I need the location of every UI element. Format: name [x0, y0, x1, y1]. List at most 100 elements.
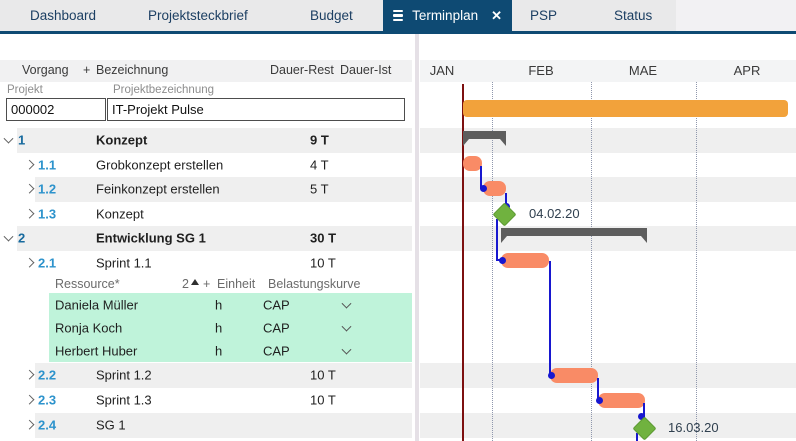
task-row-2-4[interactable]: 2.4 SG 1	[0, 412, 412, 438]
sort-ascending-icon[interactable]	[191, 279, 199, 285]
resource-unit: h	[215, 343, 223, 358]
task-number: 2.1	[38, 255, 57, 271]
col-dauer-ist[interactable]: Dauer-Ist	[340, 63, 392, 77]
chevron-right-icon[interactable]	[24, 419, 35, 430]
hamburger-icon[interactable]	[393, 9, 404, 22]
tabbar-underline	[0, 31, 796, 34]
project-bar[interactable]	[463, 100, 788, 117]
task-bar-2-1[interactable]	[501, 253, 549, 268]
chevron-right-icon[interactable]	[24, 159, 35, 170]
dependency-line	[548, 261, 551, 376]
task-name: Entwicklung SG 1	[96, 230, 206, 246]
resource-row-highlight	[49, 316, 412, 339]
milestone-date-2-4: 16.03.20	[668, 420, 719, 435]
project-name-input[interactable]	[107, 98, 405, 121]
tabbar-spacer	[676, 0, 796, 31]
resource-row[interactable]: Daniela Müller h CAP	[0, 293, 412, 316]
resource-row[interactable]: Ronja Koch h CAP	[0, 316, 412, 339]
dependency-dot	[498, 257, 506, 264]
task-duration: 10 T	[310, 255, 336, 271]
dependency-line	[643, 403, 645, 417]
tab-dashboard[interactable]: Dashboard	[30, 8, 97, 23]
dependency-line	[480, 166, 482, 189]
add-column-icon[interactable]: +	[83, 63, 91, 77]
task-number: 2.4	[38, 417, 57, 433]
sort-order-label[interactable]: 2	[182, 277, 189, 291]
dependency-line	[597, 378, 599, 401]
resource-name: Daniela Müller	[55, 297, 139, 312]
gantt-row-stripe	[420, 412, 796, 438]
resource-row-highlight	[49, 293, 412, 316]
resource-col-curve[interactable]: Belastungskurve	[268, 277, 361, 291]
month-jan: JAN	[429, 63, 455, 78]
task-name: Sprint 1.1	[96, 255, 152, 271]
task-row-1-2[interactable]: 1.2 Feinkonzept erstellen 5 T	[0, 177, 412, 202]
task-bar-1-1[interactable]	[463, 156, 482, 171]
row-stripe	[17, 128, 412, 153]
chevron-down-icon[interactable]	[3, 133, 14, 144]
task-number: 2.3	[38, 392, 57, 408]
task-row-2-2[interactable]: 2.2 Sprint 1.2 10 T	[0, 362, 412, 388]
task-row-1[interactable]: 1 Konzept 9 T	[0, 128, 412, 153]
task-name: Feinkonzept erstellen	[96, 181, 220, 197]
add-resource-icon[interactable]: +	[203, 277, 211, 291]
dependency-line	[636, 433, 638, 441]
chevron-right-icon[interactable]	[24, 394, 35, 405]
gantt-row-stripe	[420, 177, 796, 202]
month-gridline	[492, 82, 493, 441]
task-row-2-1[interactable]: 2.1 Sprint 1.1 10 T	[0, 251, 412, 276]
tab-bar: Dashboard Projektsteckbrief Budget Termi…	[0, 0, 796, 31]
tab-psp[interactable]: PSP	[530, 8, 558, 23]
task-number: 1.1	[38, 157, 57, 173]
task-duration: 10 T	[310, 367, 336, 383]
dependency-line	[505, 193, 507, 206]
col-dauer-rest[interactable]: Dauer-Rest	[270, 63, 334, 77]
close-tab-icon[interactable]: ✕	[491, 8, 502, 23]
task-name: Konzept	[96, 206, 144, 222]
resource-unit: h	[215, 297, 223, 312]
project-name-label: Projektbezeichnung	[113, 84, 215, 96]
project-id-label: Projekt	[7, 84, 43, 96]
milestone-date-1-3: 04.02.20	[529, 206, 580, 221]
dependency-dot	[595, 397, 603, 404]
task-row-2[interactable]: 2 Entwicklung SG 1 30 T	[0, 226, 412, 251]
task-row-1-3[interactable]: 1.3 Konzept	[0, 202, 412, 227]
tab-status[interactable]: Status	[614, 8, 653, 23]
task-bar-1-2[interactable]	[483, 181, 506, 196]
task-number: 1.2	[38, 181, 57, 197]
chevron-right-icon[interactable]	[24, 183, 35, 194]
chevron-right-icon[interactable]	[24, 257, 35, 268]
row-stripe	[17, 226, 412, 251]
task-bar-2-2[interactable]	[550, 368, 598, 383]
tab-budget[interactable]: Budget	[310, 8, 353, 23]
task-number: 1	[18, 132, 26, 148]
row-stripe	[35, 362, 412, 388]
dependency-dot	[547, 372, 555, 379]
task-duration: 5 T	[310, 181, 329, 197]
chevron-down-icon[interactable]	[3, 231, 14, 242]
dependency-line	[496, 219, 498, 260]
task-row-1-1[interactable]: 1.1 Grobkonzept erstellen 4 T	[0, 153, 412, 178]
resource-col-unit[interactable]: Einheit	[217, 277, 256, 291]
row-stripe	[35, 177, 412, 202]
project-id-input[interactable]	[6, 98, 106, 121]
col-bezeichnung[interactable]: Bezeichnung	[96, 63, 169, 77]
chevron-right-icon[interactable]	[24, 369, 35, 380]
col-vorgang[interactable]: Vorgang	[22, 63, 69, 77]
dependency-dot	[637, 412, 645, 420]
chevron-right-icon[interactable]	[24, 208, 35, 219]
tab-projektsteckbrief[interactable]: Projektsteckbrief	[148, 8, 248, 23]
table-header	[0, 60, 412, 82]
resource-unit: h	[215, 320, 223, 335]
resource-row-highlight	[49, 339, 412, 362]
task-bar-2-3[interactable]	[598, 393, 645, 408]
resource-col-name[interactable]: Ressource*	[55, 277, 120, 291]
pane-splitter[interactable]	[415, 34, 419, 441]
tab-terminplan-active[interactable]: Terminplan ✕	[383, 0, 512, 31]
gantt-row-stripe	[420, 362, 796, 388]
resource-curve-value: CAP	[263, 320, 290, 335]
resource-row[interactable]: Herbert Huber h CAP	[0, 339, 412, 362]
month-mae: MAE	[628, 63, 658, 78]
task-row-2-3[interactable]: 2.3 Sprint 1.3 10 T	[0, 388, 412, 413]
